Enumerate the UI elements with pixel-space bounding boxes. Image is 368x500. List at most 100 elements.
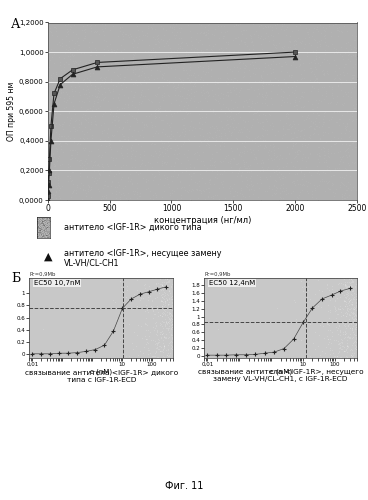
Point <box>107 110 113 118</box>
Point <box>79 126 85 134</box>
Point <box>316 152 322 160</box>
Point <box>67 154 73 162</box>
Point <box>289 134 295 142</box>
Point <box>160 96 166 104</box>
Point <box>159 92 164 100</box>
Point <box>82 58 88 66</box>
Point <box>183 108 189 116</box>
Point <box>89 106 95 114</box>
Point <box>315 166 321 174</box>
Point <box>163 61 169 69</box>
Point <box>315 276 321 283</box>
Point <box>174 108 180 116</box>
Point <box>226 106 232 114</box>
Point <box>140 31 146 39</box>
Point <box>294 169 300 177</box>
Point <box>321 96 327 104</box>
Point <box>96 30 102 38</box>
Point <box>134 286 140 294</box>
Point <box>200 186 206 194</box>
Point <box>308 122 314 130</box>
Point <box>220 90 226 98</box>
Point <box>178 276 184 284</box>
Point <box>133 76 139 84</box>
Point <box>231 86 237 94</box>
Point <box>171 30 177 38</box>
Point <box>322 26 328 34</box>
Point <box>74 150 79 158</box>
Point <box>130 180 135 188</box>
Point <box>176 289 182 297</box>
Point <box>177 284 183 292</box>
Point <box>283 110 289 118</box>
Point <box>159 281 164 289</box>
Point <box>291 40 297 48</box>
Point <box>155 84 161 92</box>
Point <box>307 179 313 187</box>
Point <box>100 166 106 174</box>
Point <box>244 125 250 133</box>
Point <box>143 184 149 192</box>
Point <box>79 113 85 121</box>
Point <box>111 46 117 54</box>
Point <box>110 156 116 164</box>
Point <box>354 290 360 298</box>
Point <box>282 79 288 87</box>
Point <box>278 85 284 93</box>
Point <box>167 44 173 52</box>
Point <box>58 89 64 97</box>
Point <box>198 28 204 36</box>
Point <box>248 38 254 46</box>
Point <box>172 66 178 74</box>
Point <box>118 190 124 198</box>
Point <box>165 278 171 286</box>
Point <box>223 152 229 160</box>
Point <box>92 174 98 182</box>
Point <box>359 278 365 285</box>
Point <box>171 342 177 349</box>
Point <box>68 98 74 106</box>
Point <box>177 340 183 348</box>
Point <box>313 48 319 56</box>
Point <box>131 114 137 122</box>
Point <box>209 46 215 54</box>
Point <box>71 105 77 113</box>
Point <box>61 94 67 102</box>
Point <box>362 310 368 318</box>
Point <box>330 85 336 93</box>
Point <box>169 189 175 197</box>
Point <box>139 166 145 174</box>
Point <box>323 342 329 350</box>
Point <box>48 193 54 201</box>
Point <box>141 76 147 84</box>
Point <box>114 93 120 101</box>
Point <box>307 134 312 142</box>
Point <box>241 148 247 156</box>
Point <box>267 140 273 148</box>
Point <box>96 86 102 94</box>
Point <box>278 67 284 75</box>
Point <box>318 145 323 153</box>
Point <box>174 290 180 298</box>
Point <box>81 18 87 26</box>
Point <box>241 68 247 76</box>
Point <box>89 131 95 139</box>
Point <box>48 134 54 142</box>
Point <box>363 276 368 284</box>
Point <box>269 125 275 133</box>
Point <box>202 179 208 187</box>
Point <box>330 90 336 98</box>
Point <box>125 174 131 182</box>
Point <box>56 130 62 138</box>
Point <box>36 232 42 240</box>
Point <box>135 26 141 34</box>
Point <box>81 135 87 143</box>
Point <box>150 336 156 344</box>
Point <box>115 94 121 102</box>
Point <box>305 28 311 36</box>
Point <box>40 223 46 231</box>
Point <box>107 16 113 24</box>
Point <box>274 162 280 170</box>
Point <box>119 130 125 138</box>
Point <box>183 52 189 60</box>
